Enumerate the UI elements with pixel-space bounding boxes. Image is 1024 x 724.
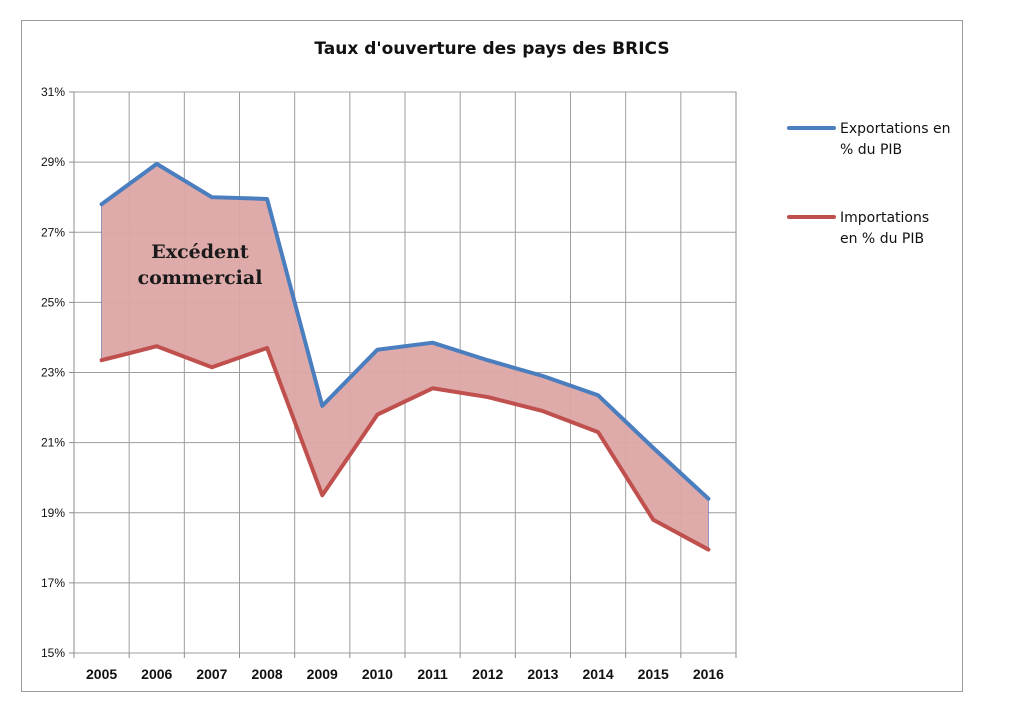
y-tick-label: 21%: [41, 436, 65, 450]
x-tick-label: 2010: [362, 666, 393, 682]
x-tick-label: 2016: [693, 666, 724, 682]
x-tick-label: 2005: [86, 666, 117, 682]
exports-series-line: [99, 161, 711, 501]
y-tick-label: 25%: [41, 295, 65, 309]
y-tick-label: 17%: [41, 576, 65, 590]
surplus-annotation-line: commercial: [138, 267, 263, 289]
legend-imports-label: Importations: [840, 210, 929, 226]
y-tick-label: 31%: [41, 85, 65, 99]
x-tick-label: 2006: [141, 666, 172, 682]
x-tick-label: 2015: [638, 666, 669, 682]
legend-imports-label: en % du PIB: [840, 231, 924, 247]
y-tick-label: 19%: [41, 506, 65, 520]
x-tick-label: 2007: [196, 666, 227, 682]
y-tick-label: 27%: [41, 225, 65, 239]
chart-frame: Taux d'ouverture des pays des BRICS 15% 1…: [21, 20, 963, 692]
y-tick-label: 29%: [41, 155, 65, 169]
x-tick-label: 2012: [472, 666, 503, 682]
x-tick-label: 2014: [583, 666, 614, 682]
y-tick-label: 15%: [41, 646, 65, 660]
x-tick-label: 2013: [527, 666, 558, 682]
surplus-annotation-line: Excédent: [151, 241, 249, 263]
chart-title: Taux d'ouverture des pays des BRICS: [314, 39, 670, 59]
chart-svg: 15% 17% 19% 21% 23% 25% 27% 29% 31% 2005 2006 2007 2…: [41, 85, 951, 682]
x-tick-label: 2008: [252, 666, 283, 682]
y-tick-label: 23%: [41, 366, 65, 380]
x-tick-label: 2009: [307, 666, 338, 682]
x-tick-label: 2011: [417, 666, 448, 682]
legend-exports-label: % du PIB: [840, 142, 902, 158]
imports-series-line: [99, 344, 711, 552]
legend-exports-label: Exportations en: [840, 121, 950, 137]
